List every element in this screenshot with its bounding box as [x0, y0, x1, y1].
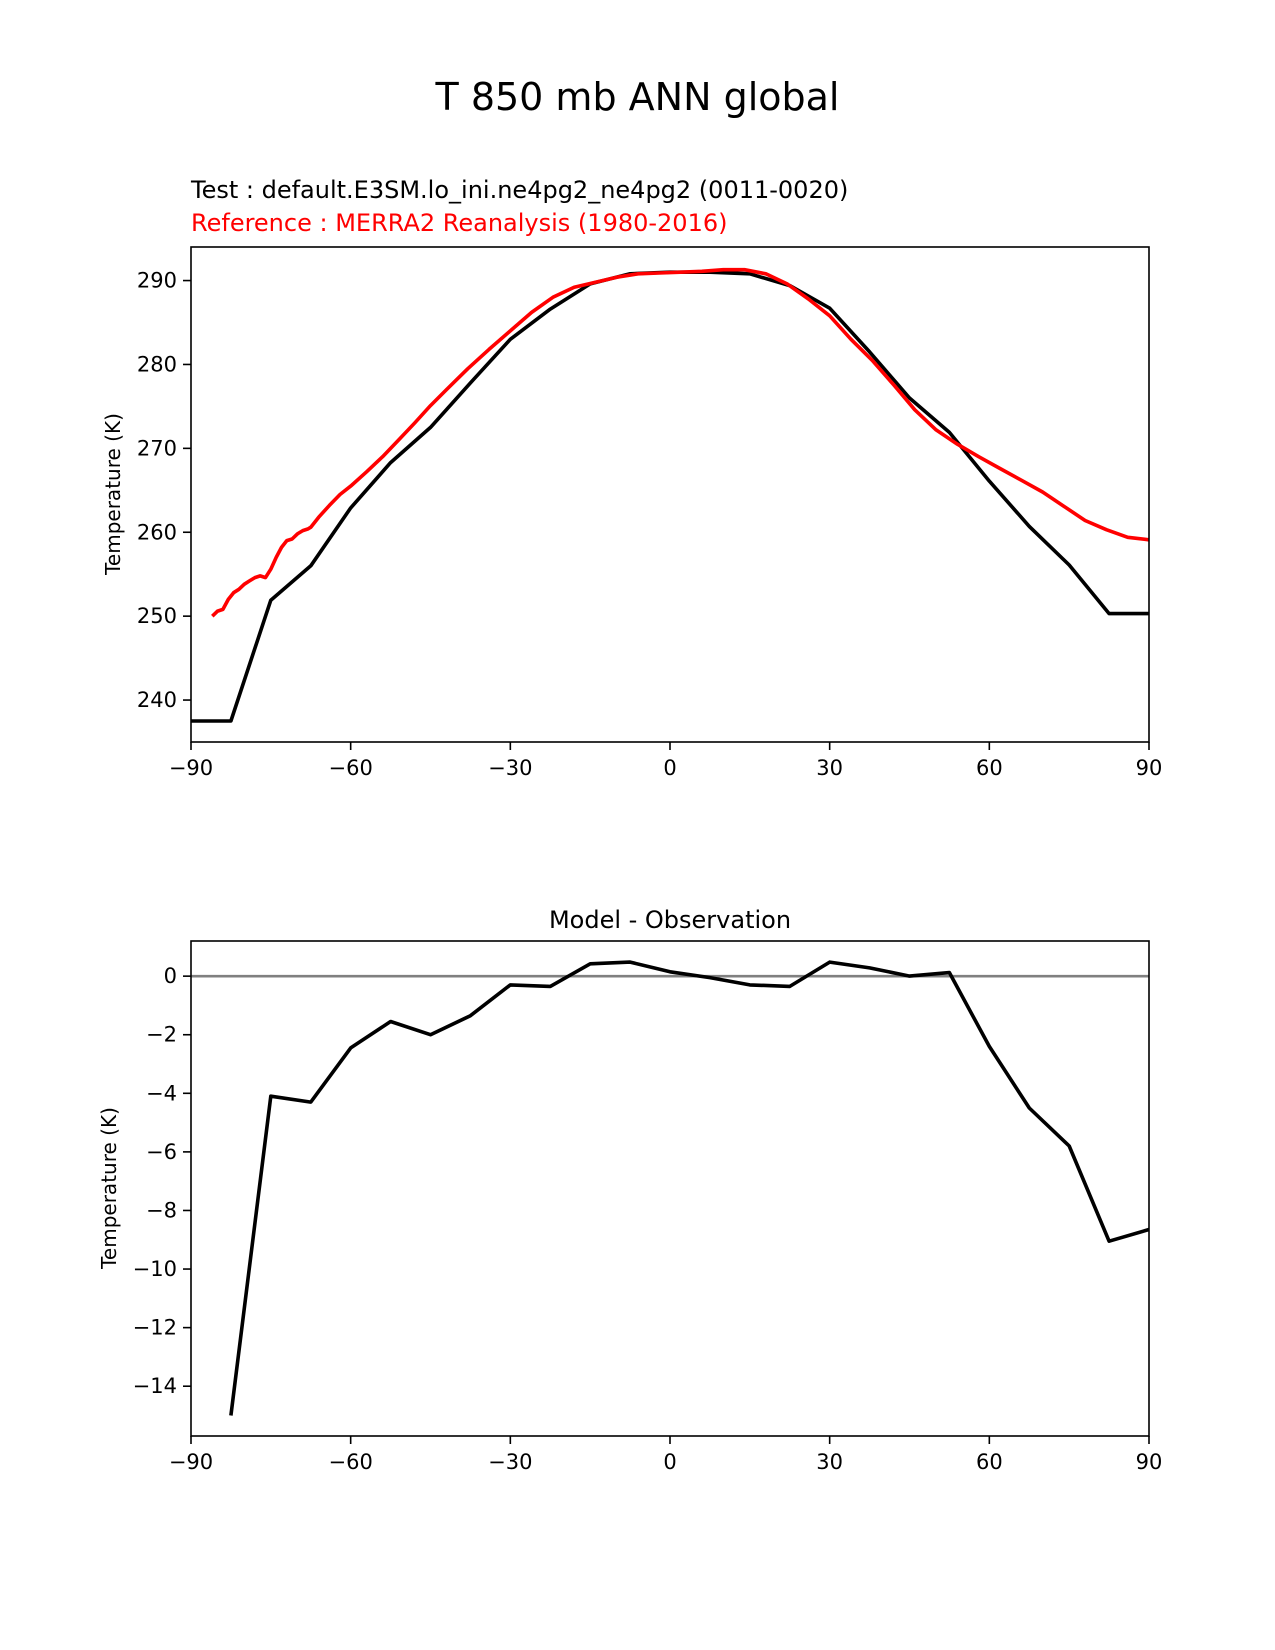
diff-title: Model - Observation	[549, 906, 791, 934]
bottom-xtick-label: 60	[976, 1450, 1003, 1474]
figure-title: T 850 mb ANN global	[435, 75, 840, 119]
bottom-ytick-label: −10	[133, 1257, 177, 1281]
bottom-xtick-label: 0	[663, 1450, 676, 1474]
bottom-ytick-label: −12	[133, 1316, 177, 1340]
top-ytick-label: 260	[137, 520, 177, 544]
top-xtick-label: 0	[663, 756, 676, 780]
top-ytick-label: 280	[137, 352, 177, 376]
bottom-ytick-label: −8	[146, 1198, 177, 1222]
bottom-ytick-label: −2	[146, 1023, 177, 1047]
bottom-ytick-label: −6	[146, 1140, 177, 1164]
top-xtick-label: −90	[169, 756, 213, 780]
bottom-series-group	[191, 960, 1150, 1416]
top-ytick-label: 240	[137, 688, 177, 712]
bottom-axes-frame	[190, 940, 1150, 1437]
bottom-panel: Model - Observation −90 −60 −30 0 30 60 900−2−…	[97, 906, 1162, 1474]
top-ytick-label: 270	[137, 436, 177, 460]
bottom-xtick-label: −60	[329, 1450, 373, 1474]
bottom-ytick-label: −14	[133, 1374, 177, 1398]
top-series-0-line	[191, 270, 1149, 723]
bottom-xtick-label: 30	[816, 1450, 843, 1474]
top-xtick-label: 30	[816, 756, 843, 780]
top-axes-frame	[190, 246, 1150, 743]
top-xtick-label: 90	[1136, 756, 1163, 780]
reference-label: Reference : MERRA2 Reanalysis (1980-2016…	[191, 209, 727, 237]
top-series-1-line	[211, 267, 1150, 618]
bottom-xtick-label: −90	[169, 1450, 213, 1474]
top-ytick-label: 290	[137, 269, 177, 293]
bottom-y-axis-label: Temperature (K)	[97, 1107, 121, 1270]
bottom-xtick-label: −30	[488, 1450, 532, 1474]
bottom-ytick-label: 0	[164, 964, 177, 988]
top-xtick-label: −30	[488, 756, 532, 780]
top-xtick-label: 60	[976, 756, 1003, 780]
top-xtick-label: −60	[329, 756, 373, 780]
top-series-group	[191, 267, 1150, 723]
top-y-axis-label: Temperature (K)	[101, 413, 125, 576]
top-panel: Test : default.E3SM.lo_ini.ne4pg2_ne4pg2…	[101, 176, 1162, 780]
top-ytick-label: 250	[137, 604, 177, 628]
bottom-xtick-label: 90	[1136, 1450, 1163, 1474]
test-label: Test : default.E3SM.lo_ini.ne4pg2_ne4pg2…	[190, 176, 848, 204]
bottom-ytick-label: −4	[146, 1081, 177, 1105]
bottom-ticks-group: −90 −60 −30 0 30 60 90 0 −2 −4 −6 −8 −10 −12 −14	[133, 964, 1163, 1474]
top-ticks-group: −90 −60 −30 0 30 60 90 240 250 260 270 280 290	[137, 269, 1162, 780]
bottom-series-0-line	[229, 960, 1150, 1416]
